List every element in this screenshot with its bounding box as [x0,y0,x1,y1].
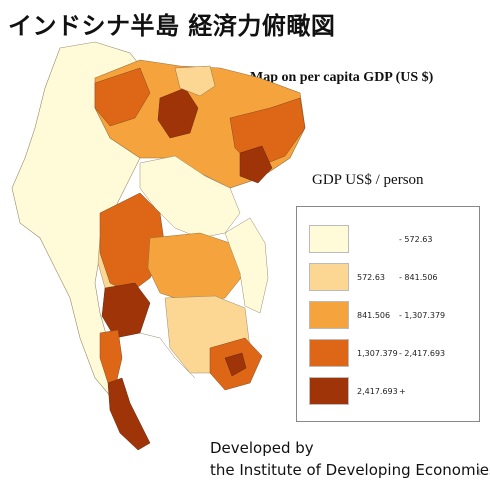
legend-row: 2,417.693 + [297,377,479,411]
credit-line-1: Developed by [210,439,314,457]
legend-low: 841.506 [357,311,391,320]
legend-low: 2,417.693 [357,387,398,396]
legend-row: 572.63 - 841.506 [297,263,479,297]
legend-high: - 1,307.379 [399,311,446,320]
region-china-east-core [239,145,273,184]
region-thailand-bangkok [101,282,151,339]
legend-low: 1,307.379 [357,349,398,358]
legend-swatch [309,225,349,253]
indochina-gdp-map [11,41,306,451]
legend-high: - 572.63 [399,235,433,244]
legend-high: - 2,417.693 [399,349,446,358]
region-china-west [94,67,151,127]
region-thailand-central [147,232,246,304]
page-number: 1 [476,468,482,478]
legend-row: 1,307.379 - 2,417.693 [297,339,479,373]
legend-swatch [309,339,349,367]
legend-low: 572.63 [357,273,385,282]
page-title: インドシナ半島 経済力俯瞰図 [8,12,336,40]
legend-title: GDP US$ / person [312,172,424,188]
region-hcmc [224,352,247,377]
legend-swatch [309,301,349,329]
legend-high: - 841.506 [399,273,438,282]
map-subtitle: Map on per capita GDP (US $) [250,70,434,85]
region-china-south-pale [174,65,216,97]
region-peninsula-south [107,377,151,451]
legend-box: - 572.63 572.63 - 841.506 841.506 - 1,30… [296,206,480,422]
legend-row: - 572.63 [297,225,479,259]
gulf-outline [139,332,196,379]
legend-high: + [399,387,406,396]
credit-text: Developed by the Institute of Developing… [210,437,490,481]
legend-swatch [309,377,349,405]
legend-swatch [309,263,349,291]
legend-row: 841.506 - 1,307.379 [297,301,479,335]
region-vietnam-central [224,217,269,314]
credit-line-2: the Institute of Developing Economies [210,461,490,479]
